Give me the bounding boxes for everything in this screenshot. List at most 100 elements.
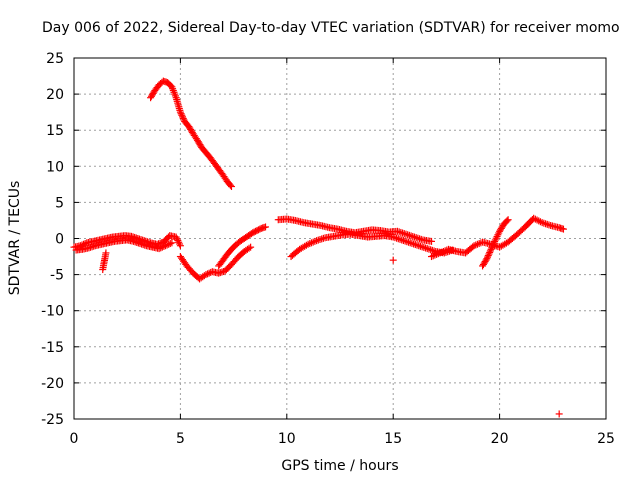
x-tick-label: 0 bbox=[70, 431, 79, 447]
data-point bbox=[489, 242, 497, 250]
data-point bbox=[172, 233, 180, 241]
data-point bbox=[389, 256, 397, 264]
y-tick-label: -5 bbox=[50, 268, 64, 284]
data-point bbox=[484, 253, 492, 261]
data-point bbox=[155, 245, 163, 253]
y-tick-label: -25 bbox=[41, 412, 64, 428]
chart-title: Day 006 of 2022, Sidereal Day-to-day VTE… bbox=[42, 20, 620, 36]
data-point bbox=[488, 244, 496, 252]
y-tick-label: -15 bbox=[41, 340, 64, 356]
data-point bbox=[166, 240, 174, 248]
data-point bbox=[489, 241, 497, 249]
x-tick-label: 5 bbox=[176, 431, 185, 447]
x-tick-label: 10 bbox=[278, 431, 296, 447]
data-point bbox=[470, 242, 478, 250]
x-tick-label: 15 bbox=[384, 431, 402, 447]
y-tick-label: 20 bbox=[46, 87, 64, 103]
data-point bbox=[533, 216, 541, 224]
data-point bbox=[163, 241, 171, 249]
data-point bbox=[179, 113, 187, 121]
x-tick-label: 20 bbox=[491, 431, 509, 447]
data-point bbox=[555, 410, 563, 418]
data-point bbox=[158, 243, 166, 251]
data-point bbox=[162, 242, 170, 250]
data-point bbox=[428, 253, 436, 261]
data-point bbox=[175, 238, 183, 246]
y-tick-label: 15 bbox=[46, 123, 64, 139]
data-point bbox=[559, 225, 567, 233]
data-point bbox=[304, 240, 312, 248]
data-point bbox=[174, 237, 182, 245]
data-point bbox=[157, 244, 165, 252]
data-point bbox=[504, 216, 512, 224]
data-point bbox=[247, 243, 255, 251]
data-point bbox=[494, 231, 502, 239]
data-point bbox=[473, 240, 481, 248]
data-point bbox=[176, 108, 184, 116]
ticks-layer: 0 5 10 15 20 25 25 20 15 10 5 0 -5 -10 -15 -20 -25 bbox=[41, 51, 615, 447]
data-point bbox=[492, 234, 500, 242]
data-point bbox=[302, 241, 310, 249]
data-point bbox=[165, 240, 173, 248]
data-point bbox=[487, 245, 495, 253]
data-point bbox=[176, 240, 184, 248]
data-point bbox=[439, 247, 447, 255]
data-point bbox=[227, 183, 235, 191]
data-point bbox=[428, 237, 436, 245]
data-point bbox=[160, 242, 168, 250]
data-point bbox=[531, 215, 539, 223]
y-tick-label: 0 bbox=[55, 232, 64, 248]
data-point bbox=[438, 248, 446, 256]
data-point bbox=[226, 181, 234, 189]
data-point bbox=[173, 235, 181, 243]
data-point bbox=[536, 218, 544, 226]
data-point bbox=[204, 270, 212, 278]
data-point bbox=[535, 217, 543, 225]
data-point bbox=[441, 247, 449, 255]
data-point bbox=[491, 236, 499, 244]
data-point bbox=[484, 252, 492, 260]
data-point bbox=[311, 237, 319, 245]
data-point bbox=[309, 238, 317, 246]
data-point bbox=[493, 232, 501, 240]
data-point bbox=[433, 250, 441, 258]
x-tick-label: 25 bbox=[597, 431, 615, 447]
x-axis-title: GPS time / hours bbox=[281, 458, 398, 474]
data-point bbox=[436, 249, 444, 257]
data-point bbox=[429, 252, 437, 260]
y-tick-label: 5 bbox=[55, 195, 64, 211]
data-point bbox=[178, 111, 186, 119]
data-point bbox=[202, 271, 210, 279]
y-axis-title: SDTVAR / TECUs bbox=[7, 181, 23, 296]
y-tick-label: 25 bbox=[46, 51, 64, 67]
data-points bbox=[70, 77, 567, 418]
data-point bbox=[486, 247, 494, 255]
data-point bbox=[490, 239, 498, 247]
data-point bbox=[486, 248, 494, 256]
data-point bbox=[472, 241, 480, 249]
data-point bbox=[102, 249, 110, 257]
data-point bbox=[176, 242, 184, 250]
data-point bbox=[179, 114, 187, 122]
data-point bbox=[485, 250, 493, 258]
data-point bbox=[306, 240, 314, 248]
data-point bbox=[482, 256, 490, 264]
y-tick-label: 10 bbox=[46, 159, 64, 175]
data-point bbox=[205, 269, 213, 277]
data-point bbox=[307, 239, 315, 247]
data-point bbox=[245, 244, 253, 252]
data-point bbox=[434, 250, 442, 258]
data-point bbox=[177, 110, 185, 118]
data-point bbox=[431, 251, 439, 259]
y-tick-label: -10 bbox=[41, 304, 64, 320]
data-point bbox=[168, 239, 176, 247]
data-point bbox=[262, 223, 270, 231]
data-point bbox=[491, 238, 499, 246]
data-point bbox=[530, 214, 538, 222]
y-tick-label: -20 bbox=[41, 376, 64, 392]
data-point bbox=[495, 229, 503, 237]
data-point bbox=[475, 240, 483, 248]
data-point bbox=[483, 255, 491, 263]
data-point bbox=[503, 217, 511, 225]
